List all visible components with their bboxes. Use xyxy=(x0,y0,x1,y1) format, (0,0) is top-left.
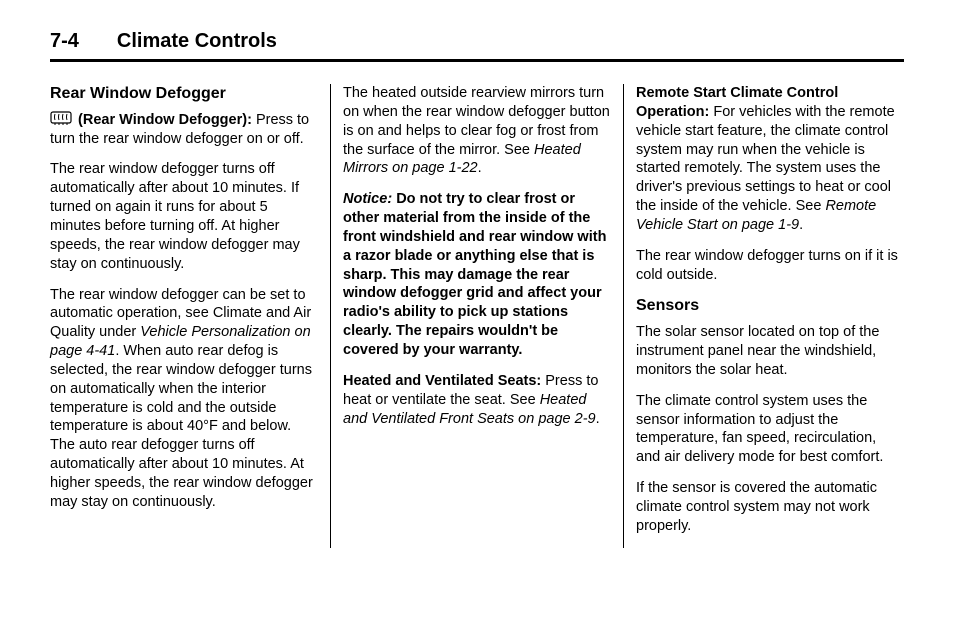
paragraph: The climate control system uses the sens… xyxy=(636,392,904,467)
notice-label: Notice: xyxy=(343,191,392,207)
rear-defogger-icon xyxy=(50,111,72,126)
paragraph: (Rear Window Defogger): Press to turn th… xyxy=(50,111,318,149)
content-columns: Rear Window Defogger (Rear Window Defogg… xyxy=(50,84,904,548)
page-header: 7-4 Climate Controls xyxy=(50,30,904,62)
paragraph: The rear window defogger turns off autom… xyxy=(50,160,318,273)
paragraph: If the sensor is covered the automatic c… xyxy=(636,479,904,536)
paragraph: The rear window defogger can be set to a… xyxy=(50,286,318,512)
body-text: . When auto rear defog is selected, the … xyxy=(50,343,313,510)
paragraph: The solar sensor located on top of the i… xyxy=(636,323,904,380)
notice-block: Notice: Do not try to clear frost or oth… xyxy=(343,190,611,360)
feature-label: Heated and Ventilated Seats: xyxy=(343,373,541,389)
page: 7-4 Climate Controls Rear Window Defogge… xyxy=(0,0,954,578)
page-number: 7-4 xyxy=(50,30,79,53)
paragraph: Heated and Ventilated Seats: Press to he… xyxy=(343,372,611,429)
body-text: . xyxy=(799,217,803,233)
body-text: . xyxy=(596,411,600,427)
notice-body: Do not try to clear frost or other mater… xyxy=(343,191,606,358)
body-text: . xyxy=(478,160,482,176)
chapter-title: Climate Controls xyxy=(117,30,277,53)
section-heading: Rear Window Defogger xyxy=(50,84,318,105)
section-heading: Sensors xyxy=(636,296,904,317)
column-3: Remote Start Climate Control Operation: … xyxy=(623,84,904,548)
paragraph: Remote Start Climate Control Operation: … xyxy=(636,84,904,235)
column-1: Rear Window Defogger (Rear Window Defogg… xyxy=(50,84,330,548)
column-2: The heated outside rearview mirrors turn… xyxy=(330,84,623,548)
paragraph: The rear window defogger turns on if it … xyxy=(636,247,904,285)
paragraph: The heated outside rearview mirrors turn… xyxy=(343,84,611,178)
feature-label: (Rear Window Defogger): xyxy=(78,112,252,128)
